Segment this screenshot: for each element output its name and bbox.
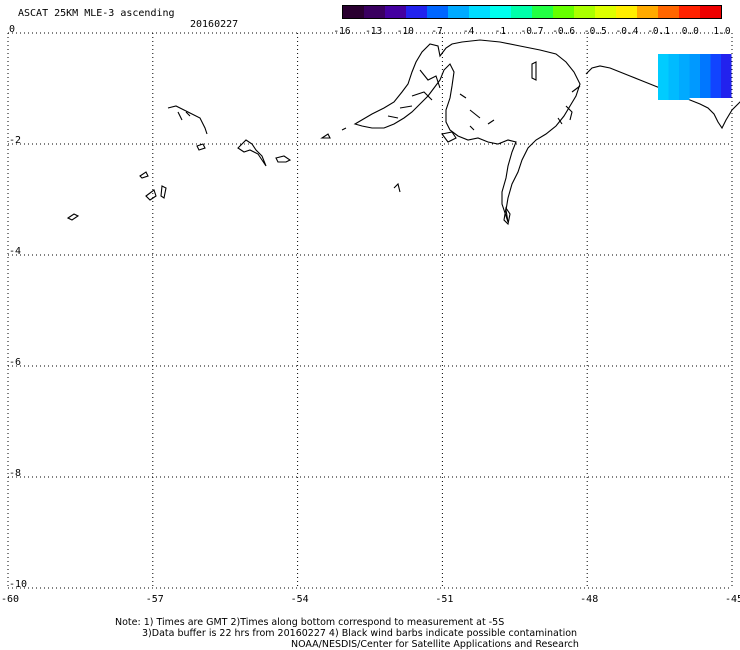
color-scale-segment bbox=[700, 6, 721, 18]
color-scale-tick-label: -0.1 bbox=[647, 26, 671, 37]
island-coastline bbox=[275, 155, 292, 163]
note-line-2: 3)Data buffer is 22 hrs from 20160227 4)… bbox=[142, 628, 578, 639]
color-scale-bar bbox=[342, 5, 722, 19]
axis-labels: -60 -57 -54 -51 -48 -45 0 -2 -4 -6 -8 -10 bbox=[1, 24, 740, 605]
wind-swath bbox=[658, 54, 732, 100]
longitude-tick-label: -57 bbox=[146, 594, 164, 605]
lake-outline bbox=[531, 61, 537, 81]
map-title: ASCAT 25KM MLE-3 ascending bbox=[18, 8, 175, 19]
color-scale-tick-label: 0.0 bbox=[681, 26, 699, 37]
color-scale-segment bbox=[679, 6, 700, 18]
color-scale-segment bbox=[637, 6, 658, 18]
latitude-tick-label: -4 bbox=[9, 246, 21, 257]
color-scale-tick-label: -1 bbox=[494, 26, 507, 37]
continent-coastline bbox=[503, 206, 511, 226]
wind-speed-cell bbox=[679, 54, 690, 100]
color-scale-tick-label: -0.6 bbox=[552, 26, 576, 37]
island-coastline bbox=[196, 143, 206, 151]
longitude-tick-label: -60 bbox=[1, 594, 19, 605]
island-coastline bbox=[66, 213, 80, 221]
color-scale-segment bbox=[553, 6, 574, 18]
continent-coastline bbox=[441, 131, 457, 143]
note-line-3: NOAA/NESDIS/Center for Satellite Applica… bbox=[291, 639, 579, 650]
longitude-tick-label: -45 bbox=[725, 594, 740, 605]
wind-speed-cell bbox=[710, 54, 721, 98]
color-scale-tick-label: -16 bbox=[333, 26, 351, 37]
color-scale-segment bbox=[616, 6, 637, 18]
wind-speed-cell bbox=[658, 54, 669, 100]
latitude-tick-label: -10 bbox=[9, 579, 27, 590]
wind-speed-cell bbox=[668, 54, 679, 100]
color-scale-segment bbox=[658, 6, 679, 18]
river-channel bbox=[557, 85, 581, 125]
island-coastline bbox=[320, 127, 347, 139]
island-coastline bbox=[393, 182, 401, 193]
wind-speed-cell bbox=[700, 54, 711, 98]
color-scale-segment bbox=[532, 6, 553, 18]
color-scale-segment bbox=[385, 6, 406, 18]
color-scale-segment bbox=[511, 6, 532, 18]
color-scale-tick-label: -4 bbox=[462, 26, 475, 37]
latitude-tick-label: -2 bbox=[9, 135, 21, 146]
color-scale-tick-label: 1.0 bbox=[713, 26, 731, 37]
latitude-tick-label: -6 bbox=[9, 357, 21, 368]
color-scale-segment bbox=[364, 6, 385, 18]
river-channel bbox=[387, 69, 495, 131]
color-scale-tick-label: -13 bbox=[365, 26, 383, 37]
color-scale-segment bbox=[469, 6, 490, 18]
longitude-tick-label: -54 bbox=[291, 594, 309, 605]
color-scale-segment bbox=[448, 6, 469, 18]
latitude-tick-label: -8 bbox=[9, 468, 21, 479]
island-coastline bbox=[145, 185, 167, 201]
wind-speed-cell bbox=[721, 54, 732, 98]
color-scale-labels: -16 -13 -10 -7 -4 -1 -0.7 -0.6 -0.5 -0.4 -0.1 0.0 1.… bbox=[330, 26, 740, 38]
color-scale-tick-label: -0.4 bbox=[615, 26, 639, 37]
continent-coastline bbox=[353, 39, 581, 223]
color-scale-tick-label: -0.5 bbox=[583, 26, 607, 37]
map-date: 20160227 bbox=[190, 19, 239, 30]
coastline bbox=[66, 39, 740, 226]
lat-lon-grid bbox=[7, 32, 733, 589]
color-scale-segment bbox=[595, 6, 616, 18]
longitude-tick-label: -51 bbox=[435, 594, 453, 605]
color-scale-segment bbox=[427, 6, 448, 18]
longitude-tick-label: -48 bbox=[580, 594, 598, 605]
color-scale-segment bbox=[343, 6, 364, 18]
color-scale-tick-label: -7 bbox=[431, 26, 443, 37]
color-scale-segment bbox=[406, 6, 427, 18]
color-scale-tick-label: -0.7 bbox=[520, 26, 544, 37]
island-coastline bbox=[139, 171, 149, 179]
island-coastline bbox=[167, 105, 208, 135]
wind-speed-cell bbox=[689, 54, 700, 98]
color-scale-segment bbox=[574, 6, 595, 18]
color-scale-tick-label: -10 bbox=[396, 26, 414, 37]
island-coastline bbox=[237, 139, 267, 167]
latitude-tick-label: 0 bbox=[9, 24, 15, 35]
note-line-1: Note: 1) Times are GMT 2)Times along bot… bbox=[115, 617, 505, 628]
color-scale-segment bbox=[490, 6, 511, 18]
